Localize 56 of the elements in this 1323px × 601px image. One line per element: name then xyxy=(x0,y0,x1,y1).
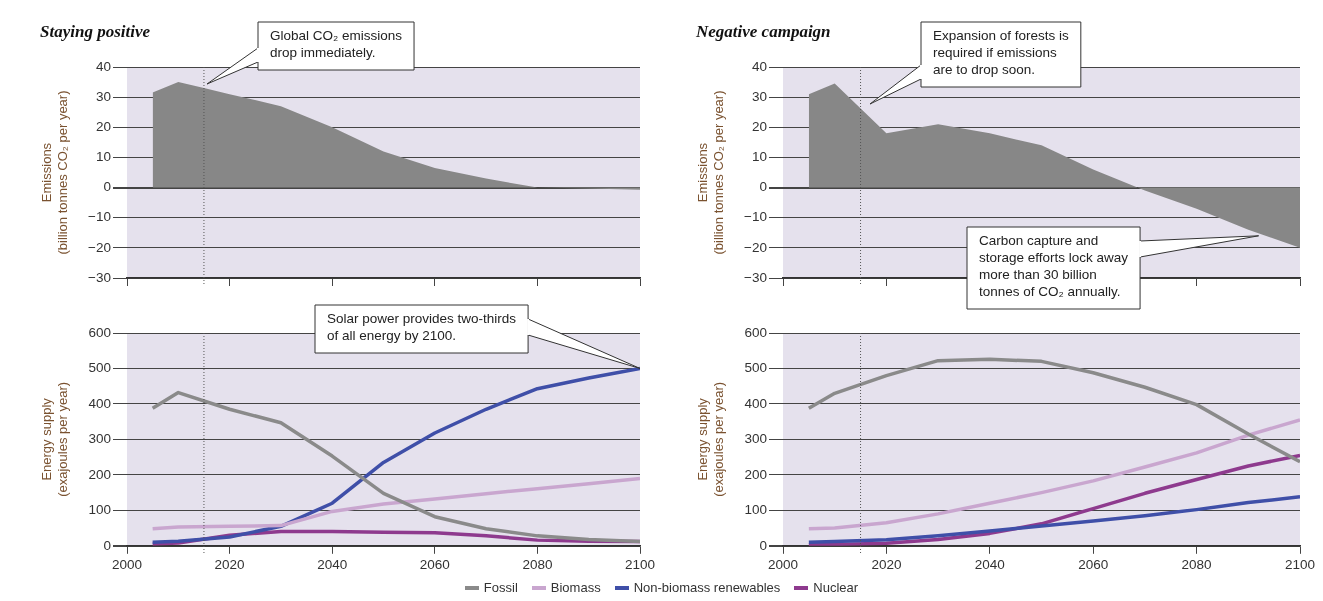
x-tick-label: 2000 xyxy=(767,556,799,572)
legend-label: Non-biomass renewables xyxy=(633,580,781,595)
y-tick-label: −30 xyxy=(88,269,111,285)
text: Global CO₂ emissions drop immediately. xyxy=(270,28,403,61)
legend-label: Biomass xyxy=(550,580,601,595)
y-tick-label: 500 xyxy=(88,360,111,376)
y-axis-title: Energy supply (exajoules per year) xyxy=(695,381,726,497)
y-tick-label: 30 xyxy=(95,88,111,104)
y-tick-label: 100 xyxy=(744,502,767,518)
y-tick-label: 20 xyxy=(95,119,111,134)
y-axis-title: Energy supply (exajoules per year) xyxy=(39,381,70,497)
x-tick-label: 2080 xyxy=(522,556,553,572)
y-tick-label: 30 xyxy=(751,88,767,104)
annotation: Solar power provides two-thirds of all energy by 2100. xyxy=(327,311,517,344)
y-tick-label: −10 xyxy=(88,209,111,225)
y-tick-label: 0 xyxy=(103,179,111,195)
y-tick-label: 0 xyxy=(759,179,767,195)
x-tick-label: 2020 xyxy=(214,556,245,572)
y-axis-title: Emissions (billion tonnes CO₂ per year) xyxy=(695,90,726,255)
y-tick-label: 40 xyxy=(751,58,767,74)
x-tick-label: 2060 xyxy=(1078,556,1109,572)
y-tick-label: 10 xyxy=(751,149,767,165)
y-tick-label: 100 xyxy=(88,502,111,518)
y-tick-label: 0 xyxy=(103,537,111,553)
x-tick-label: 2080 xyxy=(1181,556,1212,572)
y-tick-label: 10 xyxy=(95,149,111,165)
y-tick-label: 0 xyxy=(759,537,767,553)
x-tick-label: 2020 xyxy=(871,556,902,572)
y-tick-label: 400 xyxy=(744,395,767,411)
x-tick-label: 2100 xyxy=(1284,556,1316,572)
x-tick-label: 2000 xyxy=(111,556,143,572)
y-tick-label: 200 xyxy=(88,466,111,482)
y-tick-label: 400 xyxy=(88,395,111,411)
legend-label: Fossil xyxy=(483,580,518,595)
x-tick-label: 2100 xyxy=(624,556,656,572)
x-tick-label: 2040 xyxy=(974,556,1005,572)
y-tick-label: 600 xyxy=(88,324,111,340)
annotation: Carbon capture and storage efforts lock away more than 30 billion tonnes of CO₂ annually. xyxy=(979,233,1129,300)
annotation: Expansion of forests is required if emissions are to drop soon. xyxy=(933,28,1070,78)
chart-title: Staying positive xyxy=(40,21,151,41)
legend-label: Nuclear xyxy=(813,580,859,595)
y-tick-label: −10 xyxy=(744,209,767,225)
y-tick-label: 20 xyxy=(751,119,767,134)
y-tick-label: 300 xyxy=(88,431,111,447)
y-tick-label: −20 xyxy=(744,239,767,255)
x-tick-label: 2060 xyxy=(419,556,450,572)
x-tick-label: 2040 xyxy=(317,556,348,572)
chart-title: Negative campaign xyxy=(695,21,831,41)
y-tick-label: 300 xyxy=(744,431,767,447)
y-tick-label: 40 xyxy=(95,58,111,74)
y-tick-label: 500 xyxy=(744,360,767,376)
y-tick-label: 200 xyxy=(744,466,767,482)
y-axis-title: Emissions (billion tonnes CO₂ per year) xyxy=(39,90,70,255)
y-tick-label: 600 xyxy=(744,324,767,340)
y-tick-label: −30 xyxy=(744,269,767,285)
y-tick-label: −20 xyxy=(88,239,111,255)
